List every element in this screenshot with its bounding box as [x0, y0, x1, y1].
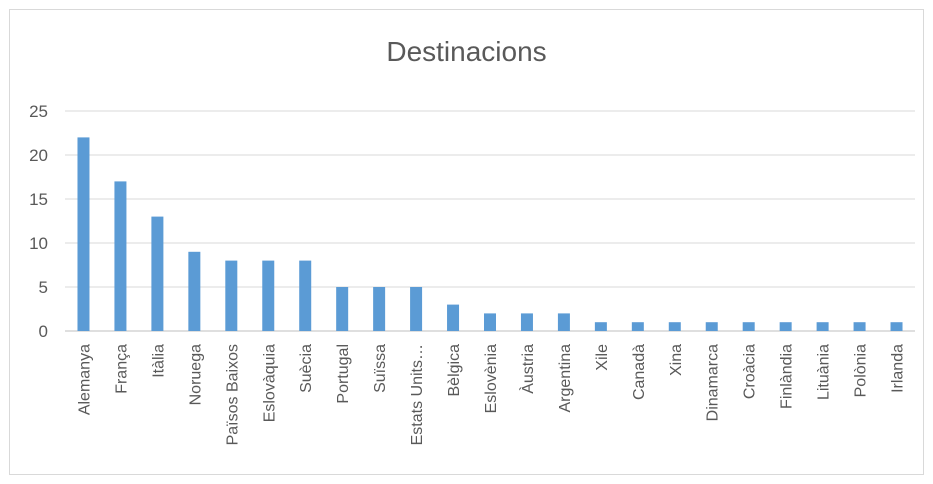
x-tick-label: Argentina — [557, 344, 574, 413]
x-tick-label: Suècia — [298, 344, 315, 393]
bar — [77, 137, 90, 331]
bar — [890, 322, 903, 331]
x-tick-label: Països Baixos — [224, 344, 241, 445]
y-tick-label: 5 — [39, 278, 48, 297]
bar — [631, 322, 644, 331]
x-tick-label: Eslovàquia — [261, 344, 278, 422]
x-tick-label: Estats Units… — [409, 344, 426, 445]
y-tick-label: 0 — [39, 322, 48, 341]
bar — [668, 322, 681, 331]
bar — [816, 322, 829, 331]
bar — [410, 287, 423, 331]
x-tick-label: Suïssa — [372, 344, 389, 393]
x-tick-label: Àustria — [518, 344, 537, 394]
bar — [262, 260, 275, 331]
bar — [114, 181, 127, 331]
x-tick-label: Noruega — [187, 344, 204, 405]
bar — [188, 251, 201, 331]
bar — [742, 322, 755, 331]
bar — [594, 322, 607, 331]
bar — [557, 313, 570, 331]
y-tick-label: 15 — [29, 190, 48, 209]
x-tick-label: Bèlgica — [446, 344, 463, 397]
x-tick-label: Croàcia — [742, 344, 759, 399]
x-tick-label: Xile — [594, 344, 611, 371]
bar — [225, 260, 238, 331]
x-tick-label: Alemanya — [76, 344, 93, 415]
y-tick-label: 20 — [29, 146, 48, 165]
x-tick-label: Irlanda — [890, 344, 907, 393]
x-tick-label: Eslovènia — [483, 344, 500, 413]
x-tick-label: Lituània — [816, 344, 833, 400]
bar — [373, 287, 386, 331]
bar — [520, 313, 533, 331]
x-tick-label: França — [113, 344, 130, 394]
bar — [336, 287, 349, 331]
x-tick-label: Portugal — [335, 344, 352, 404]
y-tick-label: 25 — [29, 102, 48, 121]
x-tick-label: Itàlia — [150, 344, 167, 378]
bar — [299, 260, 312, 331]
bar — [853, 322, 866, 331]
x-tick-label: Dinamarca — [705, 344, 722, 421]
bar — [705, 322, 718, 331]
x-tick-label: Canadà — [631, 344, 648, 400]
y-tick-label: 10 — [29, 234, 48, 253]
bar — [484, 313, 496, 331]
bar — [151, 216, 164, 331]
bar — [779, 322, 792, 331]
bar — [447, 304, 460, 331]
x-tick-label: Finlàndia — [779, 344, 796, 409]
x-tick-label: Polònia — [853, 344, 870, 397]
chart-title: Destinacions — [386, 36, 547, 67]
x-tick-label: Xina — [668, 344, 685, 376]
